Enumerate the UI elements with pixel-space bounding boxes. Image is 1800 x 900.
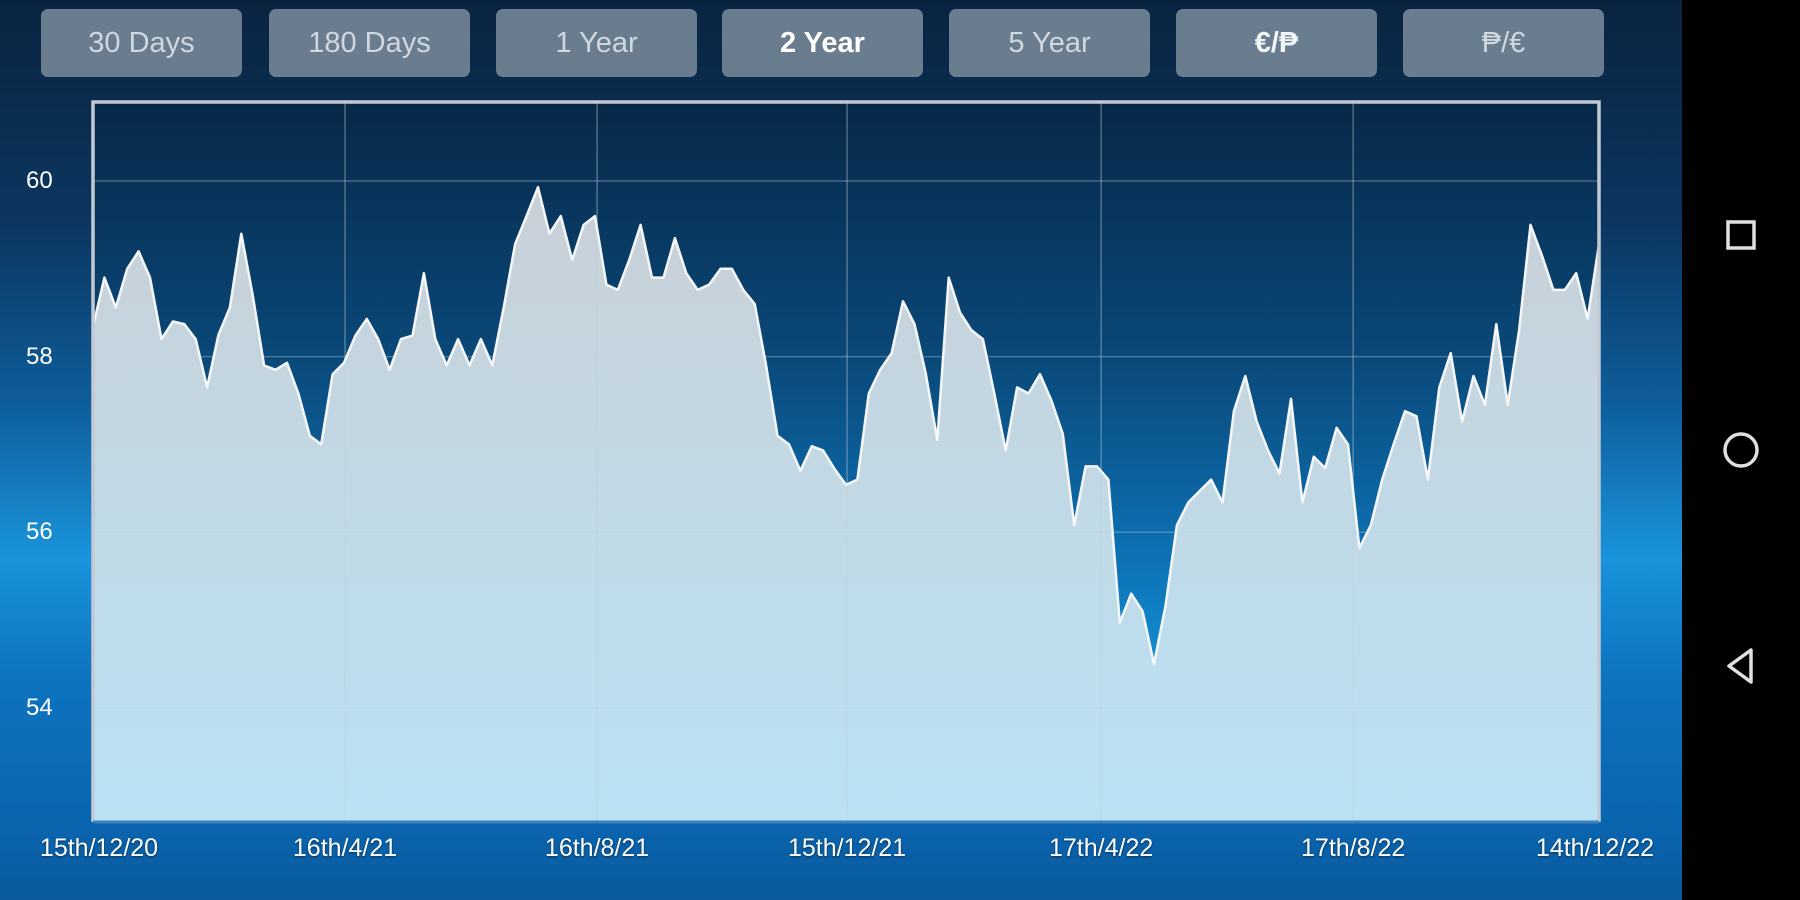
x-tick-label: 16th/4/21 [292, 834, 398, 862]
range-30-days-button[interactable]: 30 Days [41, 9, 242, 77]
triangle-back-icon[interactable] [1721, 646, 1761, 686]
plot-border [91, 100, 1601, 822]
y-tick-label: 58 [26, 342, 53, 370]
php-eur-button[interactable]: ₱/€ [1403, 9, 1604, 77]
range-5-year-button[interactable]: 5 Year [949, 9, 1150, 77]
y-tick-label: 60 [26, 167, 53, 195]
toolbar: 30 Days 180 Days 1 Year 2 Year 5 Year €/… [0, 0, 1682, 90]
circle-icon[interactable] [1721, 430, 1761, 470]
eur-php-button[interactable]: €/₱ [1176, 9, 1377, 77]
x-tick-label: 17th/4/22 [1048, 834, 1154, 862]
x-tick-label: 15th/12/20 [39, 834, 159, 862]
x-tick-label: 15th/12/21 [787, 834, 907, 862]
square-icon[interactable] [1721, 215, 1761, 255]
area-fill [93, 187, 1599, 822]
range-2-year-button[interactable]: 2 Year [722, 9, 923, 77]
android-nav-bar [1682, 0, 1800, 900]
x-tick-label: 14th/12/22 [1535, 834, 1655, 862]
x-tick-label: 16th/8/21 [544, 834, 650, 862]
y-tick-label: 56 [26, 518, 53, 546]
range-1-year-button[interactable]: 1 Year [496, 9, 697, 77]
range-180-days-button[interactable]: 180 Days [269, 9, 470, 77]
x-tick-label: 17th/8/22 [1301, 834, 1406, 862]
y-tick-label: 54 [26, 693, 53, 721]
